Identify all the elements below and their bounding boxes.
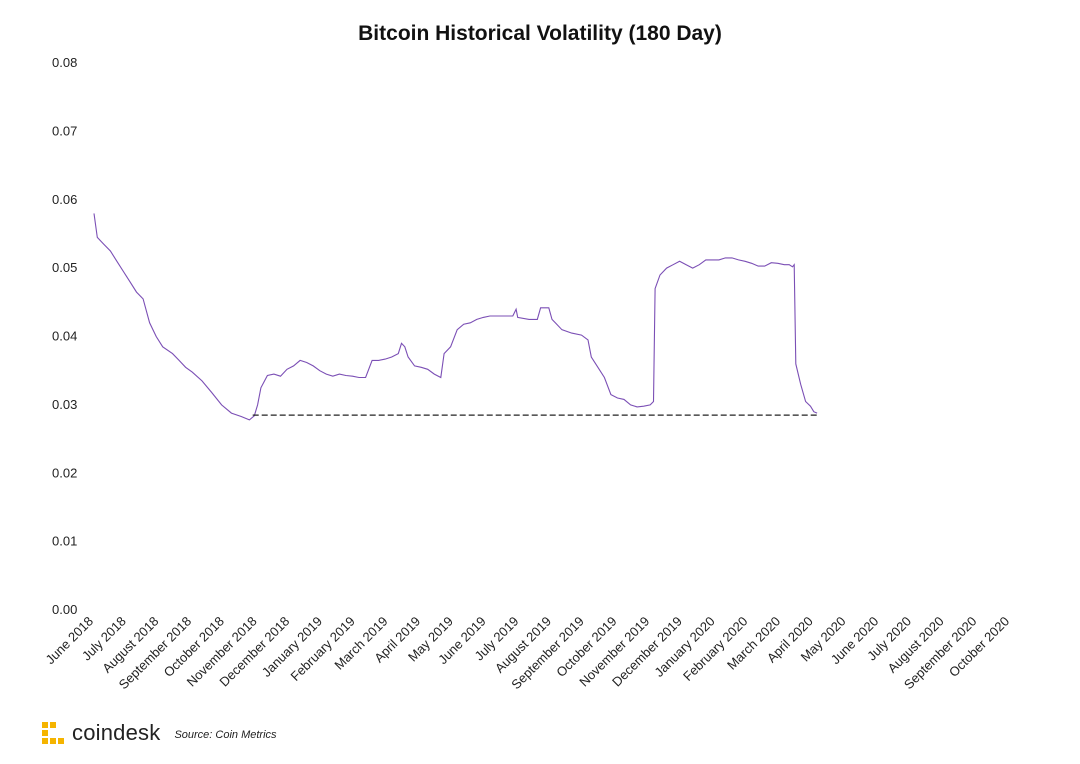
y-tick-label: 0.06 bbox=[52, 192, 77, 207]
y-tick-label: 0.04 bbox=[52, 329, 77, 344]
y-tick-label: 0.00 bbox=[52, 602, 77, 617]
plot-area bbox=[93, 213, 818, 421]
brand-name: coindesk bbox=[72, 720, 161, 745]
y-tick-label: 0.05 bbox=[52, 260, 77, 275]
coindesk-logo-icon bbox=[42, 722, 64, 744]
y-tick-label: 0.08 bbox=[52, 55, 77, 70]
chart-title: Bitcoin Historical Volatility (180 Day) bbox=[358, 22, 722, 45]
footer: coindesk Source: Coin Metrics bbox=[40, 718, 277, 748]
y-axis: 0.00 0.01 0.02 0.03 0.04 0.05 0.06 0.07 0.08 bbox=[52, 55, 77, 617]
y-tick-label: 0.01 bbox=[52, 534, 77, 549]
y-tick-label: 0.07 bbox=[52, 123, 77, 138]
y-tick-label: 0.03 bbox=[52, 397, 77, 412]
y-tick-label: 0.02 bbox=[52, 465, 77, 480]
volatility-series-line bbox=[93, 213, 818, 421]
source-note: Source: Coin Metrics bbox=[174, 729, 277, 741]
